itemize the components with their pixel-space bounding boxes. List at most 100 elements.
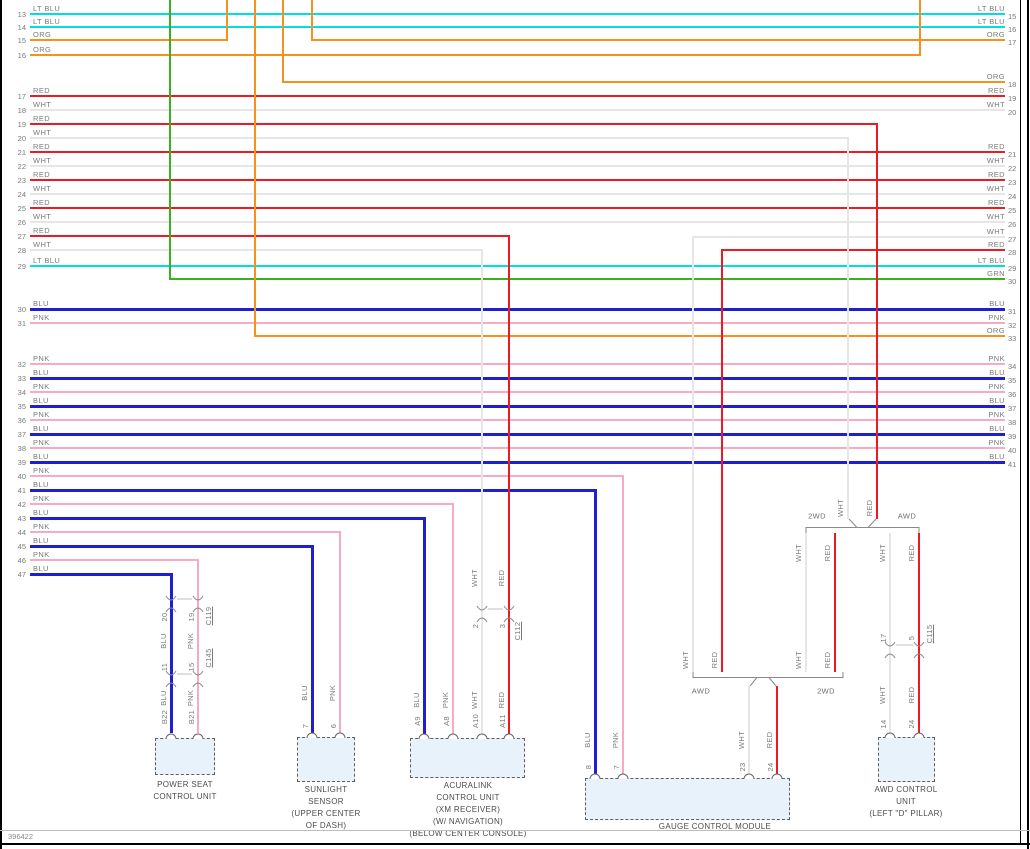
wire-color-label-left: ORG: [33, 45, 52, 54]
wire-horizontal-red: [30, 235, 510, 237]
wire-number-right: 27: [1008, 235, 1017, 244]
wire-number-right: 21: [1008, 150, 1017, 159]
wire-color-label-right: WHT: [986, 227, 1005, 236]
wire-color-label-left: PNK: [33, 466, 50, 475]
component-box-power-seat-control-unit: [155, 738, 215, 775]
wire-horizontal-pnk: [30, 503, 454, 505]
wire-number-left: 42: [17, 500, 26, 509]
drivetrain-variant-label: AWD: [691, 686, 711, 696]
wire-number-left: 33: [17, 374, 26, 383]
pin-entry-arc-acuralink-control-unit: [476, 733, 488, 740]
wire-vertical-blu: [311, 545, 314, 733]
wire-horizontal-org: [311, 39, 1005, 41]
wire-number-right: 32: [1008, 321, 1017, 330]
wire-vertical-org: [226, 0, 228, 41]
wire-color-label-right: ORG: [986, 30, 1005, 39]
wire-horizontal-wht: [30, 165, 1005, 167]
wire-horizontal-pnk: [30, 531, 341, 533]
wire-number-right: 24: [1008, 192, 1017, 201]
wire-number-right: 35: [1008, 376, 1017, 385]
wire-horizontal-org: [30, 39, 228, 41]
wire-color-label-left: BLU: [33, 452, 49, 461]
wire-number-left: 27: [17, 232, 26, 241]
wire-horizontal-lt-blu: [30, 13, 1005, 15]
branch-brace-merge-awd-2wd: [692, 672, 844, 687]
wire-number-left: 14: [17, 23, 26, 32]
pin-entry-arc-power-seat-control-unit: [192, 733, 204, 740]
wire-color-label-left: RED: [33, 86, 51, 95]
wire-color-label-right: BLU: [989, 299, 1005, 308]
pin-entry-arc-gauge-control-module: [617, 773, 629, 780]
wire-vertical-wht: [889, 533, 891, 733]
wire-color-label-right: BLU: [989, 452, 1005, 461]
wire-color-label-left: PNK: [33, 494, 50, 503]
wire-color-label-right: PNK: [988, 438, 1005, 447]
wire-number-right: 31: [1008, 307, 1017, 316]
drivetrain-variant-label: 2WD: [808, 511, 826, 521]
wire-number-right: 38: [1008, 418, 1017, 427]
wire-vertical-red: [776, 686, 778, 774]
wire-horizontal-blu: [30, 489, 596, 492]
wire-vertical-wht: [847, 137, 849, 519]
wire-number-left: 29: [17, 262, 26, 271]
wire-horizontal-blu: [30, 573, 172, 576]
diagram-number: 396422: [8, 832, 34, 841]
wire-number-left: 24: [17, 190, 26, 199]
component-label-sunlight-sensor: OF DASH): [305, 821, 347, 830]
component-label-gauge-control-module: GAUGE CONTROL MODULE: [658, 822, 772, 831]
wire-color-label-left: PNK: [33, 550, 50, 559]
wire-horizontal-wht: [30, 109, 1005, 111]
wire-color-label-left: PNK: [33, 410, 50, 419]
wire-horizontal-red: [30, 123, 878, 125]
component-label-power-seat-control-unit: CONTROL UNIT: [153, 792, 217, 801]
wire-vertical-pnk: [197, 559, 199, 733]
wire-color-label-left: BLU: [33, 368, 49, 377]
wire-number-left: 30: [17, 305, 26, 314]
wire-horizontal-blu: [30, 433, 1005, 436]
wire-color-label-right: RED: [987, 170, 1005, 179]
wire-number-left: 34: [17, 388, 26, 397]
wire-vertical-blu: [594, 489, 597, 774]
wire-color-label-right: WHT: [986, 212, 1005, 221]
wire-horizontal-org: [254, 335, 1005, 337]
wire-color-label-right: RED: [987, 198, 1005, 207]
border-left: [0, 0, 2, 849]
wire-number-left: 40: [17, 472, 26, 481]
wire-number-right: 25: [1008, 206, 1017, 215]
wire-horizontal-red: [30, 95, 1005, 97]
border-bottom: [0, 843, 1030, 845]
wire-horizontal-blu: [30, 377, 1005, 380]
wire-color-label-left: PNK: [33, 354, 50, 363]
border-right-outer: [1027, 0, 1029, 849]
wire-number-left: 19: [17, 120, 26, 129]
wire-number-right: 28: [1008, 248, 1017, 257]
wire-horizontal-blu: [30, 461, 1005, 464]
pin-entry-arc-sunlight-sensor: [306, 732, 318, 739]
wire-color-label-right: PNK: [988, 382, 1005, 391]
wire-horizontal-red: [721, 249, 1005, 251]
pin-entry-arc-gauge-control-module: [771, 773, 783, 780]
border-right-inner: [1020, 0, 1021, 845]
wire-horizontal-lt-blu: [30, 26, 1005, 28]
wire-horizontal-pnk: [30, 559, 199, 561]
wire-color-label-left: BLU: [33, 424, 49, 433]
wire-vertical-wht: [748, 686, 750, 774]
wire-color-label-right: RED: [987, 142, 1005, 151]
wire-number-right: 22: [1008, 164, 1017, 173]
pin-entry-arc-power-seat-control-unit: [165, 733, 177, 740]
wire-number-right: 40: [1008, 446, 1017, 455]
inline-connector-symbol-C145: [165, 670, 177, 688]
wire-number-left: 36: [17, 416, 26, 425]
wire-number-left: 38: [17, 444, 26, 453]
component-label-acuralink-control-unit: (W/ NAVIGATION): [433, 817, 503, 826]
wire-color-label-left: BLU: [33, 508, 49, 517]
component-label-acuralink-control-unit: ACURALINK: [443, 781, 493, 790]
wire-vertical-wht: [481, 249, 483, 734]
component-label-awd-control-unit: AWD CONTROL: [874, 785, 938, 794]
wire-vertical-org: [311, 0, 313, 41]
wire-vertical-red: [876, 123, 878, 519]
wire-vertical-red: [834, 533, 836, 672]
wire-color-label-left: BLU: [33, 396, 49, 405]
pin-entry-arc-gauge-control-module: [743, 773, 755, 780]
drivetrain-variant-label: AWD: [897, 511, 917, 521]
